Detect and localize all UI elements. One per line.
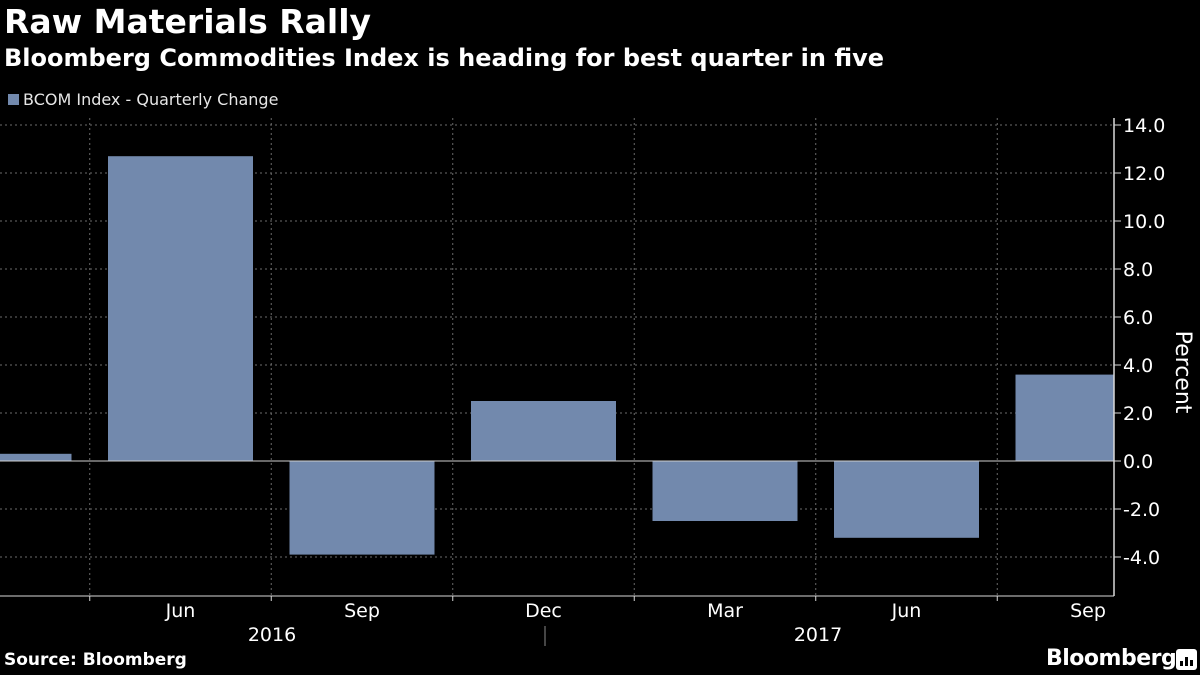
x-group-label: 2016 (248, 624, 296, 646)
bloomberg-logo-text: Bloomberg (1046, 646, 1177, 671)
y-tick-label: 6.0 (1123, 307, 1153, 329)
x-tick-label: Sep (344, 600, 380, 622)
bar: Sep 2016: -3.9 (289, 461, 435, 555)
y-tick-label: 12.0 (1123, 163, 1165, 185)
y-tick-label: 10.0 (1123, 211, 1165, 233)
x-tick-label: Sep (1070, 600, 1106, 622)
chart-title: Raw Materials Rally (4, 2, 372, 41)
y-tick-label: -2.0 (1123, 499, 1160, 521)
y-axis-title: Percent (1170, 331, 1195, 414)
y-tick-label: 2.0 (1123, 403, 1153, 425)
chart-subtitle: Bloomberg Commodities Index is heading f… (4, 44, 885, 72)
x-tick-label: Mar (707, 600, 743, 622)
bar: Dec 2016: 2.5 (471, 401, 616, 461)
y-tick-label: -4.0 (1123, 547, 1160, 569)
bar: Sep 2017: 3.6 (1015, 374, 1114, 461)
bar: Mar 2016: 0.3 (0, 453, 72, 461)
bloomberg-logo-icon (1176, 649, 1197, 670)
x-tick-label: Jun (891, 600, 922, 622)
chart-legend: BCOM Index - Quarterly Change (8, 90, 278, 109)
y-tick-label: 8.0 (1123, 259, 1153, 281)
y-tick-label: 4.0 (1123, 355, 1153, 377)
x-tick-label: Jun (165, 600, 196, 622)
legend-label: BCOM Index - Quarterly Change (23, 90, 279, 109)
x-group-label: 2017 (794, 624, 842, 646)
bar: Jun 2017: -3.2 (834, 461, 979, 538)
legend-swatch (8, 94, 19, 105)
source-note: Source: Bloomberg (4, 650, 187, 670)
bar: Jun 2016: 12.7 (108, 156, 253, 461)
y-tick-label: 0.0 (1123, 451, 1153, 473)
x-tick-label: Dec (525, 600, 562, 622)
y-tick-label: 14.0 (1123, 115, 1165, 137)
bar: Mar 2017: -2.5 (652, 461, 798, 521)
